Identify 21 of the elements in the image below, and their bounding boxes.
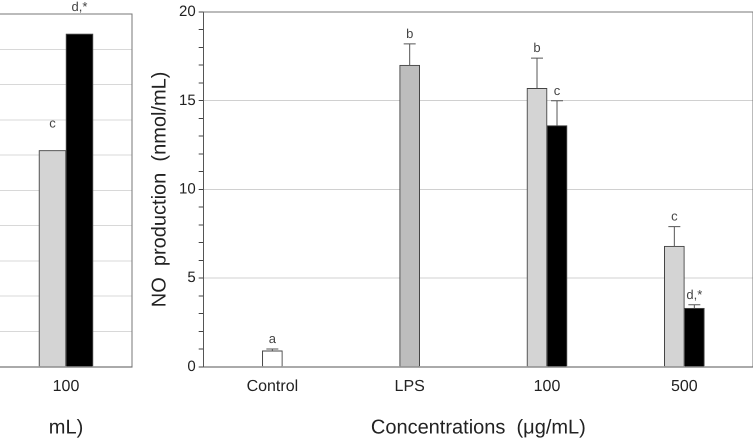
annotation: c xyxy=(554,82,561,98)
y-tick-label: 15 xyxy=(178,92,196,109)
x-axis-title: Concentrations (μg/mL) xyxy=(370,416,586,439)
y-tick-label: 10 xyxy=(178,180,196,198)
annotation: c xyxy=(671,208,678,224)
x-axis-title: mL) xyxy=(48,416,84,439)
x-tick-label: Control xyxy=(246,378,298,395)
x-tick-label: 500 xyxy=(670,378,698,395)
annotation: d,* xyxy=(686,286,702,302)
annotation: b xyxy=(533,40,541,56)
y-tick-label: 20 xyxy=(178,3,196,20)
text: d,* xyxy=(72,0,88,14)
y-tick-label: 5 xyxy=(187,269,196,286)
annotation: c xyxy=(49,116,56,131)
annotation: a xyxy=(268,331,277,346)
y-axis-title: NO production (nmol/mL) xyxy=(148,72,171,308)
y-tick-label: 0 xyxy=(187,358,196,375)
x-tick-label: 100 xyxy=(52,378,80,395)
annotation: b xyxy=(406,26,414,42)
x-tick-label: LPS xyxy=(394,378,425,395)
x-tick-label: 100 xyxy=(534,378,560,395)
